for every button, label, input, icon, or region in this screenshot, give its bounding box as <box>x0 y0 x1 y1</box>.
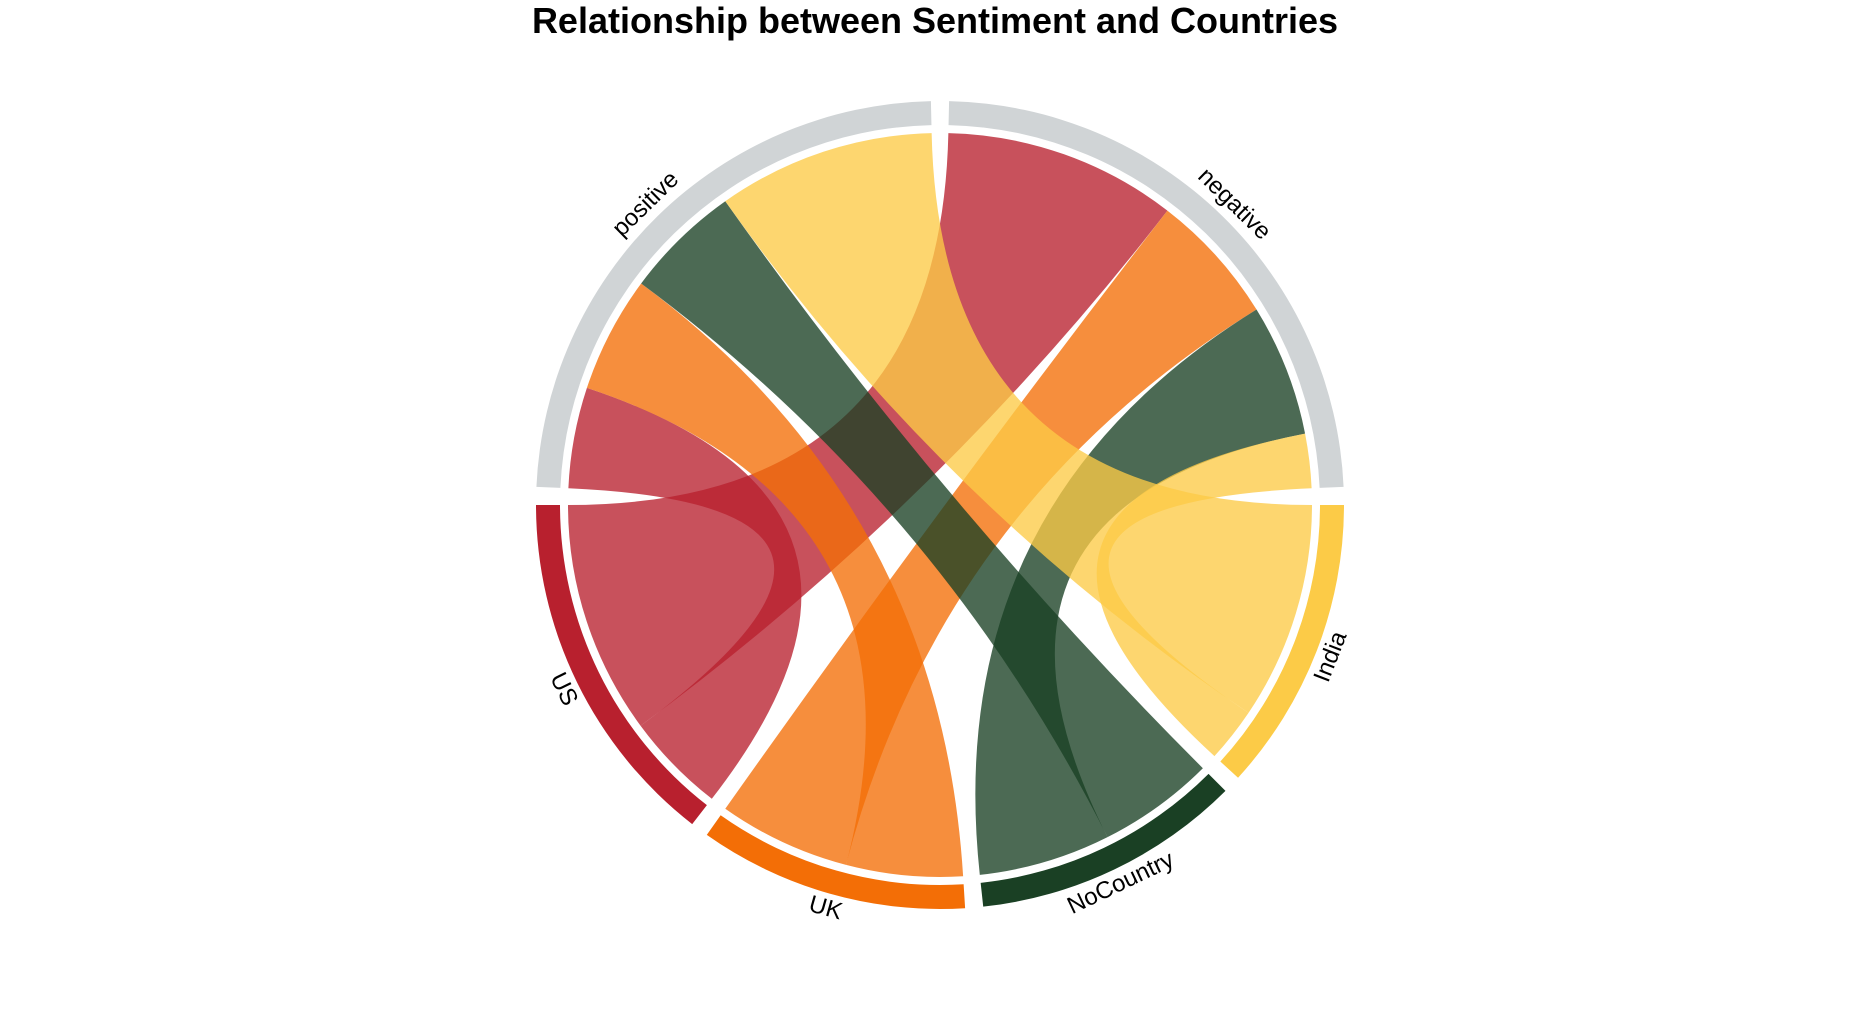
sector-bar-us <box>536 505 707 825</box>
chord-ribbons <box>568 133 1312 877</box>
sector-bar-uk <box>706 815 966 910</box>
chord-ribbon-nocountry-positive <box>641 201 1203 838</box>
sector-bar-positive <box>536 101 932 488</box>
chord-ribbon-india-positive <box>725 133 1312 713</box>
chord-ribbon-us-positive <box>568 387 802 799</box>
chart-title: Relationship between Sentiment and Count… <box>531 0 1339 41</box>
chord-ribbon-uk-positive <box>586 283 964 877</box>
sector-bar-nocountry <box>980 773 1226 907</box>
sector-bar-negative <box>948 101 1344 488</box>
sector-bars <box>536 101 1344 910</box>
sector-bar-india <box>1220 505 1344 778</box>
chord-ribbon-uk-negative <box>725 210 1257 865</box>
